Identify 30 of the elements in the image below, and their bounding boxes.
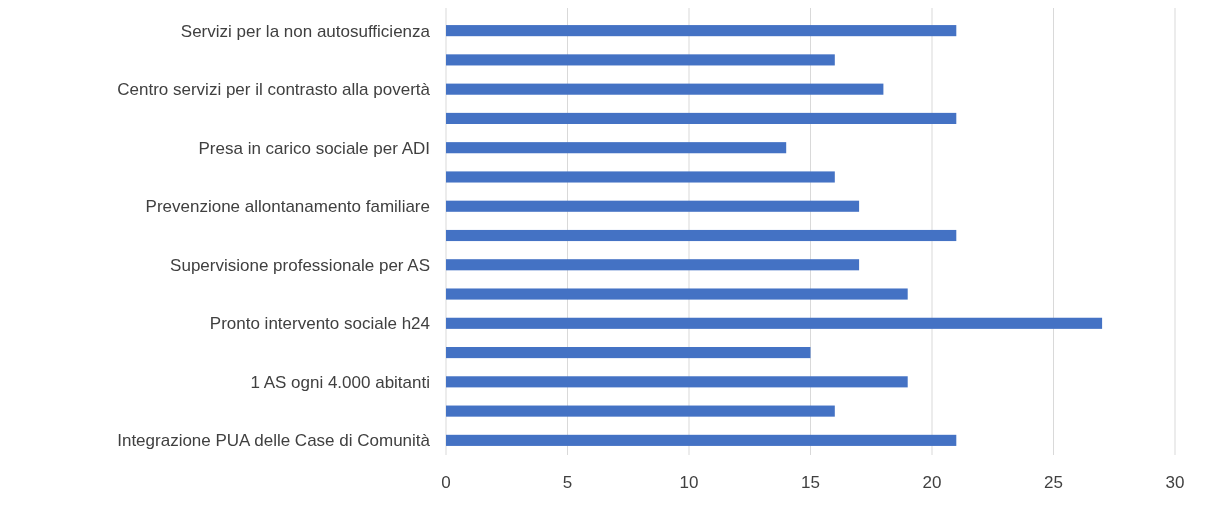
bar xyxy=(446,171,835,183)
bar xyxy=(446,25,957,37)
bar xyxy=(446,229,957,242)
bar xyxy=(446,54,835,66)
bar xyxy=(446,405,835,417)
bar xyxy=(446,288,908,300)
y-tick-label: Servizi per la non autosufficienza xyxy=(180,21,431,41)
x-tick-label: 15 xyxy=(801,473,820,492)
bar xyxy=(446,112,957,124)
bar xyxy=(446,376,908,388)
bar xyxy=(446,347,811,359)
bar xyxy=(446,317,1103,329)
x-tick-label: 25 xyxy=(1044,473,1063,492)
y-tick-label: Centro servizi per il contrasto alla povertà xyxy=(117,80,431,100)
y-tick-label: Prevenzione allontanamento familiare xyxy=(145,197,430,217)
y-tick-label: Pronto intervento sociale h24 xyxy=(209,314,430,334)
y-tick-label: Supervisione professionale per AS xyxy=(170,255,430,275)
x-tick-label: 30 xyxy=(1165,473,1185,492)
x-tick-label: 0 xyxy=(441,473,451,492)
bar xyxy=(446,434,957,446)
y-tick-label: 1 AS ogni 4.000 abitanti xyxy=(250,372,430,392)
y-tick-label: Integrazione PUA delle Case di Comunità xyxy=(117,431,431,451)
bar xyxy=(446,142,787,154)
x-tick-label: 5 xyxy=(562,473,573,492)
x-tick-label: 10 xyxy=(679,473,699,492)
y-tick-label: Presa in carico sociale per ADI xyxy=(198,138,430,158)
bar xyxy=(446,200,860,212)
bar xyxy=(446,259,860,271)
x-tick-label: 20 xyxy=(922,473,942,492)
bar xyxy=(446,83,884,95)
